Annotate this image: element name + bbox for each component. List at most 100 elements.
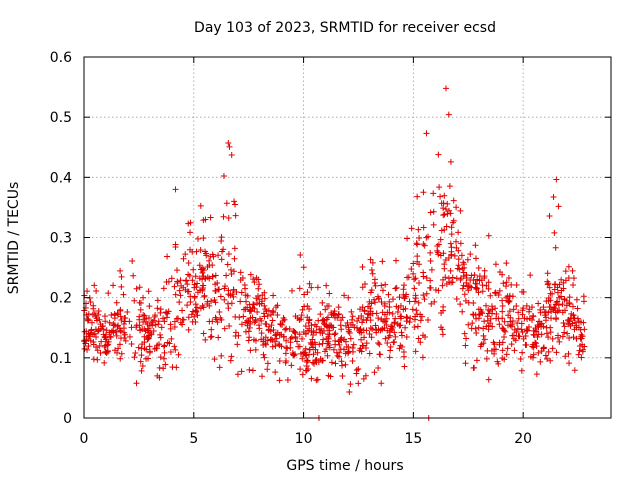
data-point [180,255,187,262]
data-point [363,344,370,351]
data-point [288,334,295,341]
y-axis-label: SRMTID / TECUs [6,182,22,295]
data-point [376,341,383,348]
data-point [216,309,223,316]
data-point [547,290,554,297]
data-point [299,306,306,313]
data-point [250,301,257,308]
data-point [475,264,482,271]
data-point [503,260,510,267]
data-point [553,176,560,183]
x-tick-label: 15 [404,431,422,447]
data-point [545,280,552,287]
data-point [179,307,186,314]
data-point [518,320,525,327]
data-point [514,319,521,326]
data-point [481,336,488,343]
data-point [534,321,541,328]
data-point [141,345,148,352]
data-point [570,334,577,341]
data-point [176,299,183,306]
data-point [325,334,332,341]
data-point [453,238,460,245]
data-point [337,346,344,353]
data-point [177,319,184,326]
data-point [463,335,470,342]
data-point [546,304,553,311]
data-point [101,343,108,350]
data-point [392,333,399,340]
data-point [447,240,454,247]
data-point [470,311,477,318]
data-point [554,308,561,315]
data-point [367,289,374,296]
data-point [105,341,112,348]
data-point [153,345,160,352]
data-point [503,283,510,290]
gridlines [84,57,611,418]
data-point [427,209,434,216]
data-point [189,277,196,284]
data-point [580,319,587,326]
data-point [146,343,153,350]
data-point [117,267,124,274]
data-point [566,360,573,367]
data-point [94,328,101,335]
data-point [154,305,161,312]
data-point [487,292,494,299]
data-point [523,342,530,349]
data-point [187,229,194,236]
data-point [414,323,421,330]
data-point [143,355,150,362]
data-point [296,343,303,350]
data-point [552,244,559,251]
data-point [265,307,272,314]
data-point [483,302,490,309]
data-point [276,342,283,349]
data-point [394,321,401,328]
data-point [473,329,480,336]
data-point [544,281,551,288]
data-point [117,327,124,334]
data-point [530,344,537,351]
data-point [574,305,581,312]
data-point [162,309,169,316]
data-point [448,224,455,231]
data-point [499,347,506,354]
data-point [562,353,569,360]
data-point [358,313,365,320]
data-point [430,221,437,228]
data-point [355,380,362,387]
data-point [400,286,407,293]
data-point [389,324,396,331]
data-point [428,266,435,273]
data-point [128,340,135,347]
data-point [296,285,303,292]
data-point [379,325,386,332]
data-point [138,352,145,359]
data-point [262,334,269,341]
data-point [509,317,516,324]
data-point [194,280,201,287]
data-point [395,304,402,311]
data-point [162,361,169,368]
data-point [533,340,540,347]
data-point [464,256,471,263]
data-point [529,304,536,311]
data-point [375,315,382,322]
data-point [168,335,175,342]
data-point [323,322,330,329]
data-point [242,292,249,299]
data-point [552,281,559,288]
data-point [117,306,124,313]
data-point [302,323,309,330]
data-point [398,332,405,339]
data-point [151,313,158,320]
data-point [493,315,500,322]
data-point [237,269,244,276]
data-point [131,354,138,361]
data-point [140,294,147,301]
data-point [489,306,496,313]
data-point [501,333,508,340]
data-point [81,337,88,344]
